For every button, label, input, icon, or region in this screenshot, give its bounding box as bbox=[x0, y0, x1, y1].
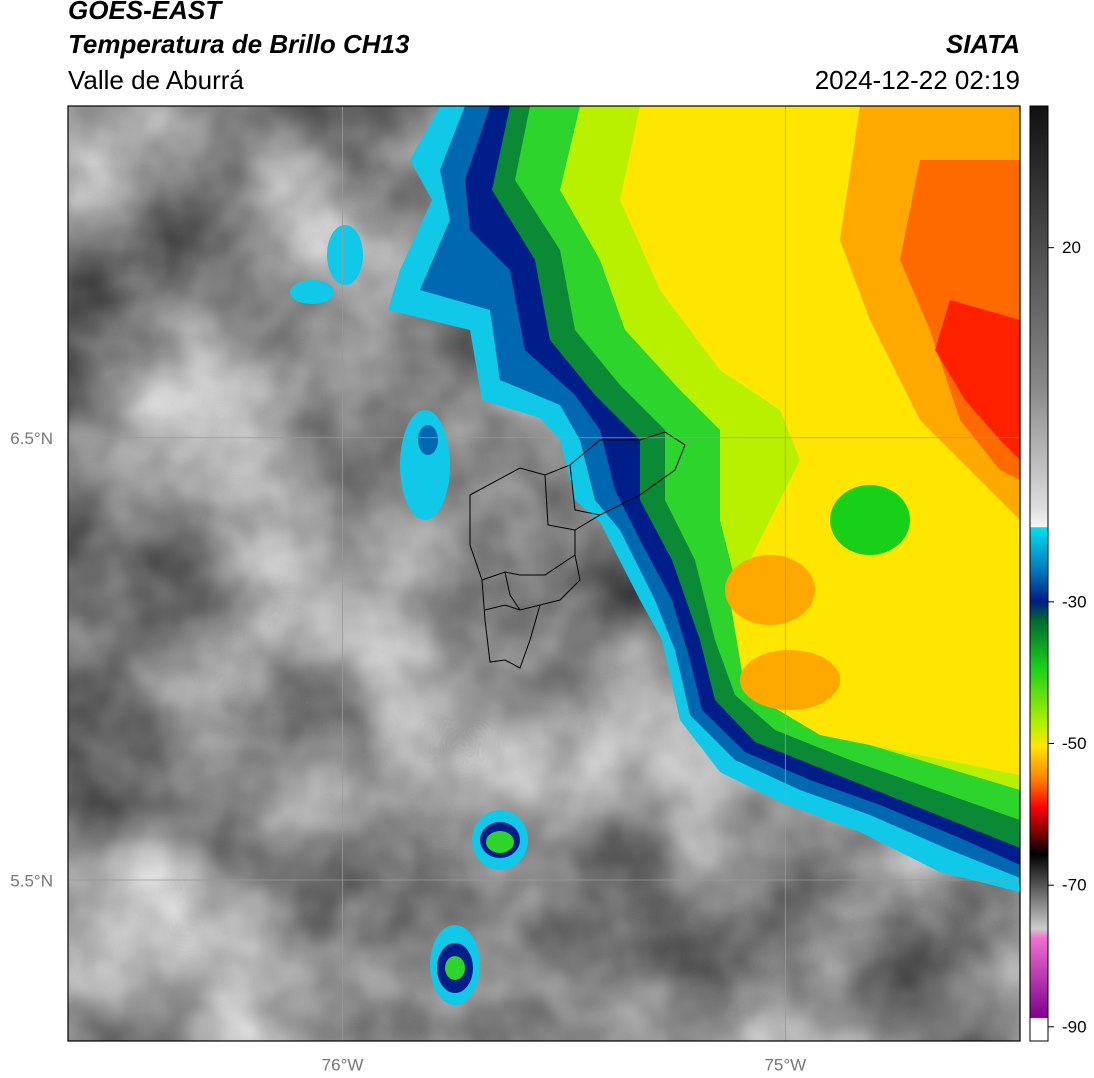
subtitle: Temperatura de Brillo CH13 bbox=[68, 29, 410, 59]
agency: SIATA bbox=[946, 29, 1020, 59]
map-image bbox=[68, 106, 1020, 1041]
colorbar-tick-label: 20 bbox=[1062, 238, 1081, 257]
colorbar-tick-label: -70 bbox=[1062, 876, 1087, 895]
colorbar bbox=[1029, 105, 1049, 1042]
grid bbox=[68, 106, 1020, 1041]
colorbar-tick-label: -50 bbox=[1062, 734, 1087, 753]
lat-tick-label: 6.5°N bbox=[10, 429, 53, 448]
title: GOES-EAST bbox=[68, 0, 223, 25]
region: Valle de Aburrá bbox=[68, 65, 244, 95]
colorbar-tick-label: -90 bbox=[1062, 1017, 1087, 1036]
map-frame bbox=[67, 105, 1021, 1042]
municipal-boundaries bbox=[469, 431, 686, 669]
cold-clouds bbox=[388, 106, 1020, 892]
lat-tick-label: 5.5°N bbox=[10, 871, 53, 890]
datetime: 2024-12-22 02:19 bbox=[815, 65, 1020, 95]
colorbar-tick-label: -30 bbox=[1062, 592, 1087, 611]
lon-tick-label: 75°W bbox=[764, 1055, 806, 1074]
lon-tick-label: 76°W bbox=[322, 1055, 364, 1074]
